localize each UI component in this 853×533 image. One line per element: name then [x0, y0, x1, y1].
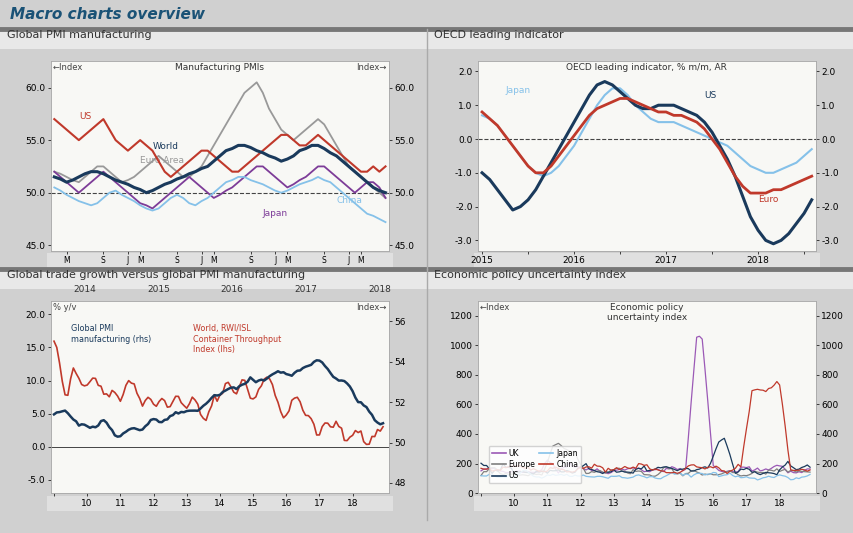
Text: Japan: Japan	[263, 209, 287, 218]
Europe	[707, 472, 717, 478]
Text: 2016: 2016	[220, 285, 243, 294]
Text: World, RWI/ISL
Container Throughput
Index (lhs): World, RWI/ISL Container Throughput Inde…	[193, 324, 281, 354]
US	[702, 465, 712, 471]
Europe	[663, 465, 673, 472]
Text: US: US	[78, 112, 91, 121]
Europe	[804, 469, 815, 475]
China	[702, 464, 712, 471]
Text: % y/v: % y/v	[53, 303, 76, 312]
Text: Index→: Index→	[356, 303, 386, 312]
UK	[740, 464, 751, 471]
China	[721, 470, 731, 477]
Text: 2017: 2017	[294, 285, 316, 294]
Europe	[740, 472, 751, 479]
Text: Euro Area: Euro Area	[140, 156, 184, 165]
Text: Japan: Japan	[504, 86, 530, 95]
US	[738, 466, 748, 473]
Europe	[553, 440, 563, 447]
China	[475, 465, 485, 472]
Text: ←Index: ←Index	[53, 63, 84, 72]
US	[544, 467, 554, 473]
China	[771, 378, 781, 385]
Japan	[547, 471, 557, 478]
China	[564, 469, 574, 475]
Europe	[475, 472, 485, 479]
UK	[660, 465, 670, 472]
China	[738, 444, 748, 450]
Text: Source: OECD, Macrobond Financial: Source: OECD, Macrobond Financial	[481, 303, 612, 310]
US	[475, 460, 485, 466]
Japan	[660, 473, 670, 479]
China	[658, 468, 668, 474]
Europe	[566, 449, 577, 455]
UK	[564, 459, 574, 466]
Text: US: US	[704, 92, 716, 100]
US	[798, 463, 809, 470]
China	[798, 467, 809, 473]
Text: China: China	[336, 196, 362, 205]
Line: US: US	[480, 438, 809, 475]
Text: Manufacturing PMIs: Manufacturing PMIs	[175, 63, 264, 72]
Text: World: World	[152, 142, 178, 150]
Europe	[647, 473, 657, 479]
Text: OECD leading indicator, % m/m, AR: OECD leading indicator, % m/m, AR	[566, 63, 727, 72]
UK	[602, 471, 612, 477]
Japan	[798, 474, 809, 480]
Legend: UK, Europe, US, Japan, China: UK, Europe, US, Japan, China	[488, 446, 581, 483]
Japan	[519, 467, 530, 473]
Line: UK: UK	[480, 336, 809, 474]
Japan	[804, 471, 815, 478]
UK	[693, 333, 704, 340]
Japan	[751, 477, 762, 483]
US	[718, 435, 728, 441]
Line: China: China	[480, 382, 809, 473]
Japan	[705, 471, 715, 477]
Text: Global PMI manufacturing: Global PMI manufacturing	[7, 30, 151, 41]
US	[564, 468, 574, 474]
UK	[544, 459, 554, 466]
China	[804, 467, 815, 473]
Line: Europe: Europe	[480, 443, 809, 476]
Japan	[475, 473, 485, 479]
US	[771, 472, 781, 478]
Text: Euro: Euro	[757, 195, 778, 204]
UK	[475, 467, 485, 474]
Text: 2015: 2015	[147, 285, 170, 294]
US	[804, 464, 815, 471]
Text: Economic policy
uncertainty index: Economic policy uncertainty index	[606, 303, 686, 322]
Text: OECD leading indicator: OECD leading indicator	[433, 30, 563, 41]
Text: Source: IHS Markit, Macrobond Financial: Source: IHS Markit, Macrobond Financial	[55, 303, 201, 310]
UK	[804, 466, 815, 472]
Text: Macro charts overview: Macro charts overview	[10, 7, 205, 22]
Text: 2014: 2014	[73, 285, 96, 294]
China	[544, 464, 554, 471]
Text: 2018: 2018	[368, 285, 391, 294]
UK	[707, 463, 717, 469]
Line: Japan: Japan	[480, 470, 809, 480]
Text: Global trade growth versus global PMI manufacturing: Global trade growth versus global PMI ma…	[7, 270, 305, 280]
Europe	[544, 450, 554, 457]
Text: Global PMI
manufacturing (rhs): Global PMI manufacturing (rhs)	[72, 324, 152, 344]
Europe	[798, 469, 809, 475]
Text: ←Index: ←Index	[479, 303, 510, 312]
Text: Index→: Index→	[356, 63, 386, 72]
Japan	[566, 473, 577, 480]
Japan	[738, 474, 748, 481]
Text: Economic policy uncertainty index: Economic policy uncertainty index	[433, 270, 625, 280]
UK	[798, 467, 809, 473]
US	[658, 464, 668, 470]
